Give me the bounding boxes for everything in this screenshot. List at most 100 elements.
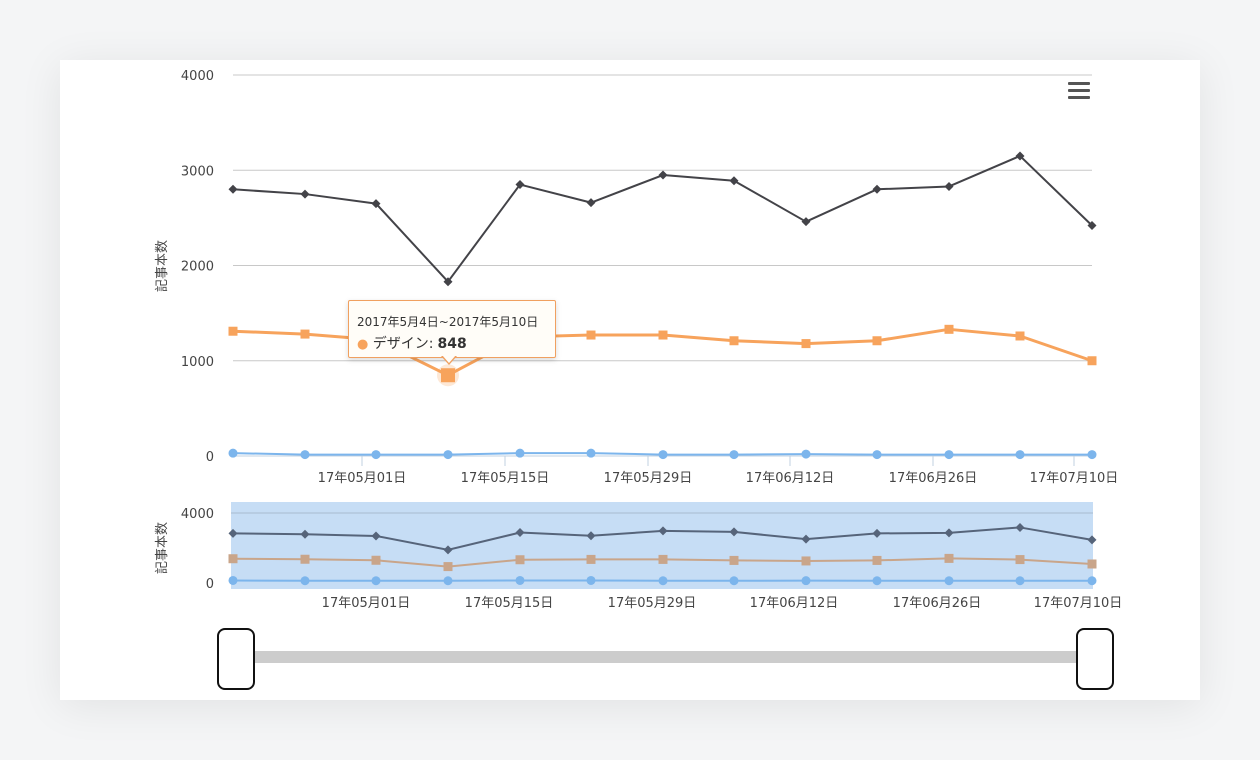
navigator-point-1-11: [1015, 555, 1025, 565]
navigator-point-1-1: [300, 554, 310, 564]
navigator-point-1-3: [443, 562, 453, 572]
series-point-hover: [441, 368, 455, 383]
navigator-y-axis-label: 記事本数: [154, 522, 170, 574]
series-point-0-2: [371, 199, 381, 209]
navigator-x-tick-label: 17年07月10日: [1034, 596, 1123, 611]
series-point-1-9: [872, 336, 882, 346]
tooltip-dot-icon: ●: [357, 337, 369, 352]
navigator-point-2-3: [443, 576, 453, 586]
navigator-point-2-0: [228, 575, 238, 585]
series-point-2-6: [658, 450, 668, 460]
x-tick-label: 17年06月26日: [889, 471, 978, 486]
navigator-point-0-12: [1087, 535, 1097, 545]
navigator-point-2-10: [944, 576, 954, 586]
series-point-2-11: [1015, 450, 1025, 460]
series-point-0-7: [729, 176, 739, 186]
y-tick-label-1000: 1000: [181, 355, 214, 370]
series-point-1-10: [944, 324, 954, 334]
series-point-2-4: [515, 448, 525, 458]
x-tick-label: 17年06月12日: [746, 471, 835, 486]
navigator-point-2-5: [586, 575, 596, 585]
series-point-0-1: [300, 189, 310, 199]
series-point-1-12: [1087, 356, 1097, 366]
x-tick-label: 17年05月01日: [318, 471, 407, 486]
navigator-x-tick-label: 17年06月12日: [750, 596, 839, 611]
series-point-0-5: [586, 198, 596, 208]
series-point-1-8: [801, 339, 811, 349]
series-point-2-7: [729, 450, 739, 460]
series-point-2-0: [228, 448, 238, 458]
series-point-0-3: [443, 277, 453, 287]
navigator-point-0-5: [586, 531, 596, 541]
range-slider-track[interactable]: [250, 651, 1078, 663]
tooltip-arrow-inner: [442, 355, 456, 363]
navigator-point-0-6: [658, 526, 668, 536]
tooltip-date-range: 2017年5月4日~2017年5月10日: [357, 315, 539, 329]
series-point-1-7: [729, 336, 739, 346]
navigator-point-1-8: [801, 556, 811, 566]
navigator-point-0-1: [300, 529, 310, 539]
y-tick-label-2000: 2000: [181, 260, 214, 275]
navigator-point-0-0: [228, 528, 238, 538]
navigator-point-1-12: [1087, 559, 1097, 569]
navigator-point-2-12: [1087, 576, 1097, 586]
series-point-2-3: [443, 450, 453, 460]
navigator-x-tick-label: 17年05月29日: [608, 596, 697, 611]
series-point-2-9: [872, 450, 882, 460]
navigator-point-1-2: [371, 555, 381, 565]
series-point-2-8: [801, 449, 811, 459]
navigator-point-1-10: [944, 553, 954, 563]
series-point-2-12: [1087, 450, 1097, 460]
navigator-point-0-10: [944, 528, 954, 538]
series-point-1-1: [300, 329, 310, 339]
series-point-1-0: [228, 326, 238, 336]
navigator-point-2-6: [658, 576, 668, 586]
series-point-0-8: [801, 217, 811, 227]
navigator-x-tick-label: 17年05月15日: [465, 596, 554, 611]
navigator-point-1-0: [228, 554, 238, 564]
series-point-0-11: [1015, 151, 1025, 161]
tooltip: 2017年5月4日~2017年5月10日 ● デザイン: 848: [348, 300, 556, 358]
series-point-1-5: [586, 330, 596, 340]
series-point-2-1: [300, 450, 310, 460]
series-point-0-10: [944, 181, 954, 191]
series-point-2-10: [944, 450, 954, 460]
y-tick-label-4000: 4000: [181, 69, 214, 84]
navigator-point-1-6: [658, 554, 668, 564]
navigator-point-2-4: [515, 575, 525, 585]
navigator-point-0-9: [872, 528, 882, 538]
y-tick-label-0: 0: [206, 450, 214, 465]
series-point-0-9: [872, 184, 882, 194]
navigator-point-2-2: [371, 576, 381, 586]
series-point-0-12: [1087, 220, 1097, 230]
navigator-y-tick-4000: 4000: [181, 507, 214, 522]
y-axis-label: 記事本数: [154, 240, 170, 292]
navigator-point-2-1: [300, 576, 310, 586]
navigator-x-tick-label: 17年06月26日: [893, 596, 982, 611]
navigator-point-2-7: [729, 576, 739, 586]
series-point-1-6: [658, 330, 668, 340]
y-tick-label-3000: 3000: [181, 164, 214, 179]
series-point-2-2: [371, 450, 381, 460]
navigator-point-0-4: [515, 528, 525, 538]
series-point-2-5: [586, 448, 596, 458]
hamburger-menu-icon[interactable]: [1068, 82, 1090, 100]
navigator-point-1-5: [586, 554, 596, 564]
chart-card: [60, 60, 1200, 700]
navigator-point-0-7: [729, 527, 739, 537]
x-tick-label: 17年05月29日: [604, 471, 693, 486]
tooltip-value: 848: [437, 336, 467, 352]
series-point-0-6: [658, 170, 668, 180]
navigator-x-tick-label: 17年05月01日: [322, 596, 411, 611]
series-point-0-4: [515, 180, 525, 190]
navigator-background: [231, 502, 1093, 589]
range-slider-left-handle[interactable]: [217, 628, 255, 690]
tooltip-series-name: デザイン: [372, 336, 429, 352]
range-slider-right-handle[interactable]: [1076, 628, 1114, 690]
navigator-point-2-8: [801, 576, 811, 586]
navigator-point-0-2: [371, 531, 381, 541]
x-tick-label: 17年07月10日: [1030, 471, 1119, 486]
navigator-point-2-9: [872, 576, 882, 586]
navigator-y-tick-0: 0: [206, 577, 214, 592]
